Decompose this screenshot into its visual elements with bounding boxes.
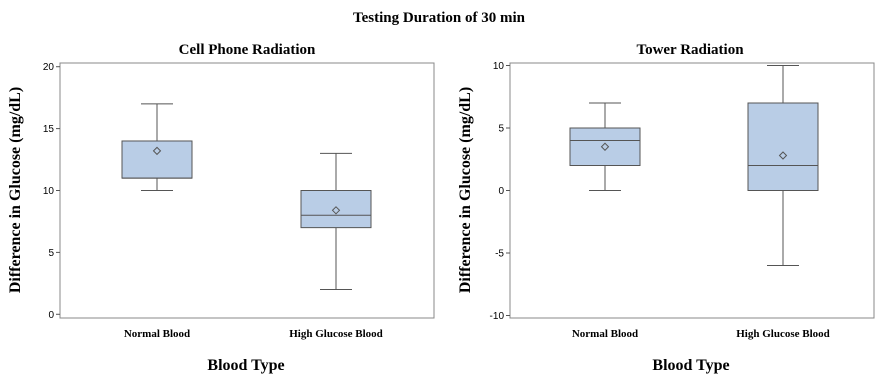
y-tick-label-right: 5 [498, 124, 504, 135]
panel-cell-phone: Cell Phone Radiation Difference in Gluco… [7, 42, 435, 374]
x-category-label-left: High Glucose Blood [289, 328, 383, 340]
y-tick-label-right: -5 [495, 249, 504, 260]
main-title: Testing Duration of 30 min [353, 10, 526, 26]
y-tick-label-right: 10 [493, 61, 505, 72]
plot-frame-right [509, 62, 875, 319]
box-iqr [121, 140, 193, 179]
y-tick-label-right: 0 [498, 186, 504, 197]
y-tick-label-left: 0 [48, 310, 54, 321]
y-tick-label-left: 10 [43, 186, 55, 197]
mean-marker [152, 146, 162, 156]
mean-marker [600, 142, 610, 151]
panel-tower: Tower Radiation Difference in Glucose (m… [457, 42, 875, 374]
y-tick-label-left: 20 [43, 62, 55, 73]
y-axis-label-left: Difference in Glucose (mg/dL) [7, 87, 24, 293]
plot-frame-left [59, 62, 435, 319]
box-iqr [569, 127, 641, 166]
panel-title-left: Cell Phone Radiation [179, 42, 316, 58]
box-iqr [747, 102, 819, 191]
x-axis-label-right: Blood Type [652, 357, 729, 374]
mean-marker [331, 206, 341, 215]
x-category-label-right: High Glucose Blood [736, 328, 830, 340]
box-iqr [300, 190, 372, 229]
y-axis-label-right: Difference in Glucose (mg/dL) [457, 87, 474, 293]
panel-title-right: Tower Radiation [636, 42, 744, 58]
y-tick-label-left: 5 [48, 248, 54, 259]
y-tick-label-right: -10 [490, 311, 505, 322]
x-category-label-right: Normal Blood [572, 328, 638, 340]
mean-marker [778, 151, 788, 160]
x-axis-label-left: Blood Type [207, 357, 284, 374]
x-category-label-left: Normal Blood [124, 328, 190, 340]
y-tick-label-left: 15 [43, 124, 55, 135]
